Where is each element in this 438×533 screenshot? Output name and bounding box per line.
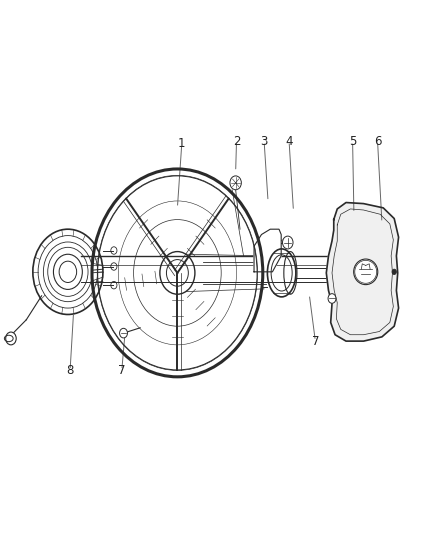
Text: 2: 2 [233,135,240,148]
Ellipse shape [353,259,378,285]
Circle shape [120,328,127,338]
Text: 6: 6 [374,135,381,148]
Circle shape [230,176,241,190]
Circle shape [392,269,396,274]
Polygon shape [254,229,281,272]
Text: 8: 8 [67,364,74,377]
Circle shape [328,294,336,303]
Text: 5: 5 [349,135,356,148]
Text: 1: 1 [178,138,186,150]
Polygon shape [326,203,399,341]
Circle shape [6,332,16,345]
Circle shape [283,236,293,249]
Text: 4: 4 [285,135,293,148]
Text: 7: 7 [118,364,126,377]
Text: 7: 7 [311,335,319,348]
Text: 3: 3 [261,135,268,148]
